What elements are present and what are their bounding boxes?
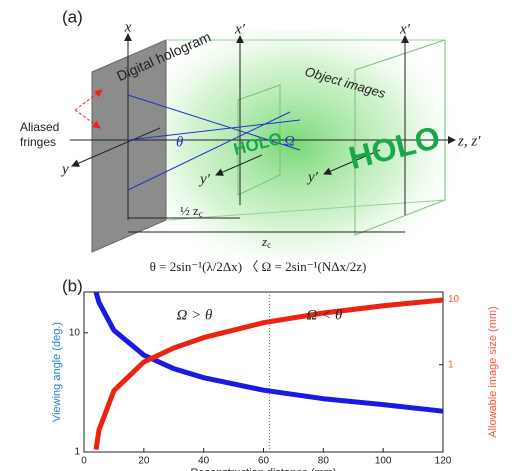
x-tick-label: 100 xyxy=(375,456,392,467)
x-tick-label: 60 xyxy=(258,456,270,467)
image-plane xyxy=(237,84,281,196)
omega: Ω xyxy=(284,133,295,149)
axis-label: z, z′ xyxy=(457,133,481,149)
dimension-sub: c xyxy=(267,240,271,250)
frustum-line xyxy=(165,199,446,221)
y-axis-label: Viewing angle (deg.) xyxy=(51,322,63,422)
dimension-text: ½ z xyxy=(180,203,199,218)
fringe-arrow xyxy=(74,89,103,111)
y-tick-label: 10 xyxy=(69,327,81,338)
y2-tick-label: 10 xyxy=(448,294,460,305)
y2-tick-label: 1 xyxy=(448,359,454,370)
y2-axis-label: Allowable image size (mm) xyxy=(487,306,499,437)
fringes-label: fringes xyxy=(20,135,56,149)
y-axis xyxy=(215,154,263,176)
dimension-text: z xyxy=(261,234,267,249)
annotation: Ω < θ xyxy=(307,307,343,323)
x-tick-label: 20 xyxy=(138,456,150,467)
fringes-label: Aliased xyxy=(20,120,59,134)
formula: θ = 2sin⁻¹(λ/2Δx) 〈 Ω = 2sin⁻¹(NΔx/2z) xyxy=(150,259,367,274)
diagram: (a) x x′ x′ y y′ y′ z, z′ Digital hologr… xyxy=(20,7,481,274)
dimension-label: zc xyxy=(261,234,271,250)
axis-label: x′ xyxy=(234,21,246,37)
series-line xyxy=(93,297,444,450)
axis-label: x′ xyxy=(399,21,411,37)
light-field xyxy=(160,30,460,260)
axis-label: y xyxy=(60,161,69,177)
plot-frame xyxy=(83,291,444,453)
annotation: Ω > θ xyxy=(177,307,213,323)
x-tick-label: 120 xyxy=(435,456,452,467)
y-tick-label: 1 xyxy=(74,447,80,458)
y-axis xyxy=(323,149,381,175)
fringe-arrow xyxy=(74,109,101,129)
axis-label: x xyxy=(124,19,132,35)
ray xyxy=(127,94,301,151)
ray xyxy=(127,111,291,191)
series-line xyxy=(93,291,444,414)
axis-label: y′ xyxy=(306,169,319,185)
x-tick-label: 40 xyxy=(198,456,210,467)
panel-label: (a) xyxy=(62,7,83,26)
x-axis-label: Reconstruction distance (mm) xyxy=(190,467,336,471)
dimension-sub: c xyxy=(199,209,203,219)
ray xyxy=(127,119,301,141)
theta: θ xyxy=(176,134,184,150)
x-tick-label: 0 xyxy=(81,456,87,467)
dimension-label: ½ zc xyxy=(180,203,203,219)
axis-label: y′ xyxy=(198,171,211,187)
panel-label: (b) xyxy=(62,276,83,295)
y-axis xyxy=(71,127,161,167)
x-tick-label: 80 xyxy=(318,456,330,467)
